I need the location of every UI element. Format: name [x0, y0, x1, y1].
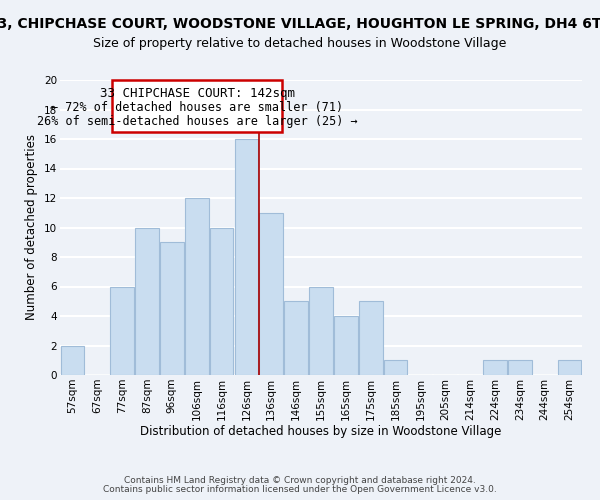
Bar	[110, 286, 134, 375]
Bar	[185, 198, 209, 375]
Bar	[284, 301, 308, 375]
Bar	[210, 228, 233, 375]
Text: ← 72% of detached houses are smaller (71): ← 72% of detached houses are smaller (71…	[51, 101, 343, 114]
Bar	[359, 301, 383, 375]
Bar	[384, 360, 407, 375]
FancyBboxPatch shape	[112, 80, 283, 132]
Text: Contains public sector information licensed under the Open Government Licence v3: Contains public sector information licen…	[103, 485, 497, 494]
Bar	[508, 360, 532, 375]
Text: 33 CHIPCHASE COURT: 142sqm: 33 CHIPCHASE COURT: 142sqm	[100, 87, 295, 100]
Text: Size of property relative to detached houses in Woodstone Village: Size of property relative to detached ho…	[94, 38, 506, 51]
Bar	[483, 360, 507, 375]
X-axis label: Distribution of detached houses by size in Woodstone Village: Distribution of detached houses by size …	[140, 426, 502, 438]
Bar	[135, 228, 159, 375]
Bar	[235, 139, 258, 375]
Text: Contains HM Land Registry data © Crown copyright and database right 2024.: Contains HM Land Registry data © Crown c…	[124, 476, 476, 485]
Bar	[558, 360, 581, 375]
Bar	[160, 242, 184, 375]
Bar	[259, 213, 283, 375]
Text: 33, CHIPCHASE COURT, WOODSTONE VILLAGE, HOUGHTON LE SPRING, DH4 6TT: 33, CHIPCHASE COURT, WOODSTONE VILLAGE, …	[0, 18, 600, 32]
Bar	[334, 316, 358, 375]
Bar	[309, 286, 333, 375]
Bar	[61, 346, 84, 375]
Text: 26% of semi-detached houses are larger (25) →: 26% of semi-detached houses are larger (…	[37, 115, 358, 128]
Y-axis label: Number of detached properties: Number of detached properties	[25, 134, 38, 320]
